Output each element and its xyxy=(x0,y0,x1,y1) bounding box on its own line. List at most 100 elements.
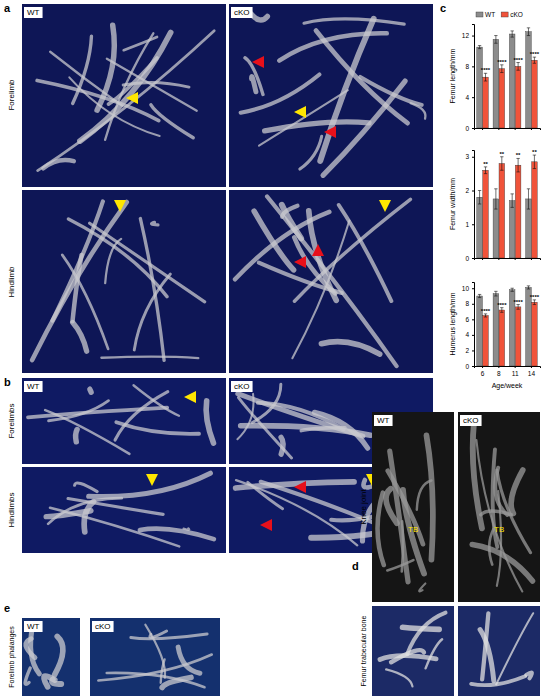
bar xyxy=(499,69,505,128)
error-bar xyxy=(511,194,514,208)
significance: **** xyxy=(481,67,491,73)
image-background xyxy=(22,467,226,553)
bar xyxy=(515,307,521,366)
image-annotation: TB xyxy=(494,525,504,534)
error-bar xyxy=(484,167,487,174)
bone-sketch xyxy=(426,435,432,559)
bone-sketch xyxy=(28,408,167,418)
row-label: Forelimb phalanges xyxy=(8,626,16,688)
y-tick: 2 xyxy=(465,187,474,194)
label: cKO xyxy=(463,416,479,425)
tick-label: 4 xyxy=(465,331,469,338)
bone-sketch xyxy=(407,613,445,655)
bar xyxy=(526,32,532,128)
bone-sketch xyxy=(388,471,423,544)
tick-label: 2 xyxy=(465,347,469,354)
bone-sketch xyxy=(101,357,198,358)
image-panel xyxy=(22,467,226,553)
tick-mark xyxy=(472,366,474,367)
panel-label: c xyxy=(440,2,446,14)
tick-label: 8 xyxy=(497,370,501,377)
bone-sketch xyxy=(69,77,159,136)
bone-sketch xyxy=(419,583,425,591)
y-tick: 8 xyxy=(465,300,474,307)
y-tick: 3 xyxy=(465,153,474,160)
error-bar xyxy=(500,65,503,73)
legend-label: WT xyxy=(485,11,495,18)
bar xyxy=(515,66,521,128)
x-axis xyxy=(475,258,541,260)
error-bar xyxy=(500,308,503,313)
tick-mark xyxy=(472,97,474,98)
y-tick: 4 xyxy=(465,94,474,101)
bone-sketch xyxy=(482,613,488,679)
bar xyxy=(532,302,538,366)
error-bar xyxy=(511,31,514,37)
tick-label: 6 xyxy=(481,370,485,377)
bone-sketch xyxy=(44,676,55,687)
bone-sketch xyxy=(279,33,387,60)
tick-mark xyxy=(515,366,516,368)
bone-sketch xyxy=(476,440,522,591)
image-panel xyxy=(458,412,540,602)
bone-sketch xyxy=(235,212,329,279)
bone-sketch xyxy=(73,323,87,352)
arrowhead xyxy=(260,519,272,531)
image-annotation: TB xyxy=(408,525,418,534)
row-label: Hindlimbs xyxy=(7,492,16,527)
significance: **** xyxy=(513,57,523,63)
tick-label: 2 xyxy=(465,187,469,194)
bone-sketch xyxy=(387,560,413,570)
image-panel xyxy=(229,190,433,373)
y-tick: 0 xyxy=(465,125,474,132)
bar-chart: ****************04812Femur length/mmWTcK… xyxy=(449,11,541,132)
x-axis: 6 8 11 14 xyxy=(475,366,541,377)
x-tick: 14 xyxy=(528,366,536,377)
bone-sketch xyxy=(150,631,167,638)
tick-label: 14 xyxy=(528,370,536,377)
tick-mark xyxy=(482,128,483,130)
panel-label: b xyxy=(4,376,11,388)
bone-sketch xyxy=(131,634,207,639)
significance: ** xyxy=(483,161,488,167)
bone-sketch xyxy=(251,14,268,20)
tick-mark xyxy=(472,288,474,289)
image-panel xyxy=(22,4,226,187)
x-tick: 6 xyxy=(481,366,485,377)
column-label-box xyxy=(231,7,253,18)
column-label-box xyxy=(24,7,43,18)
bone-sketch xyxy=(124,37,157,50)
tick-mark xyxy=(482,366,483,368)
x-tick xyxy=(482,128,483,130)
bone-sketch xyxy=(294,199,410,301)
bone-sketch xyxy=(496,613,533,684)
bone-sketch xyxy=(46,511,91,517)
bone-sketch xyxy=(292,221,349,359)
column-label-box xyxy=(92,621,114,632)
arrowhead xyxy=(126,92,138,104)
y-tick: 4 xyxy=(465,331,474,338)
bone-sketch xyxy=(90,223,205,302)
bar xyxy=(477,197,483,258)
panel-label: d xyxy=(352,560,359,572)
arrowhead xyxy=(379,200,391,212)
bone-sketch xyxy=(151,105,193,138)
bone-sketch xyxy=(76,430,77,442)
x-tick: 11 xyxy=(512,366,519,377)
bar xyxy=(509,201,515,258)
tick-mark xyxy=(472,66,474,67)
bone-sketch xyxy=(72,255,81,321)
bar xyxy=(515,165,521,258)
column-label: cKO xyxy=(92,621,114,632)
column-label: WT xyxy=(24,621,43,632)
legend-swatch xyxy=(501,12,508,17)
image-background xyxy=(458,412,540,602)
error-bar xyxy=(527,189,530,209)
bone-sketch xyxy=(206,401,213,443)
tick-label: 3 xyxy=(465,153,469,160)
axis-title: Age/week xyxy=(492,382,523,390)
significance: **** xyxy=(497,59,507,65)
column-label: WT xyxy=(24,381,43,392)
bar xyxy=(483,77,489,128)
bar xyxy=(477,296,483,366)
